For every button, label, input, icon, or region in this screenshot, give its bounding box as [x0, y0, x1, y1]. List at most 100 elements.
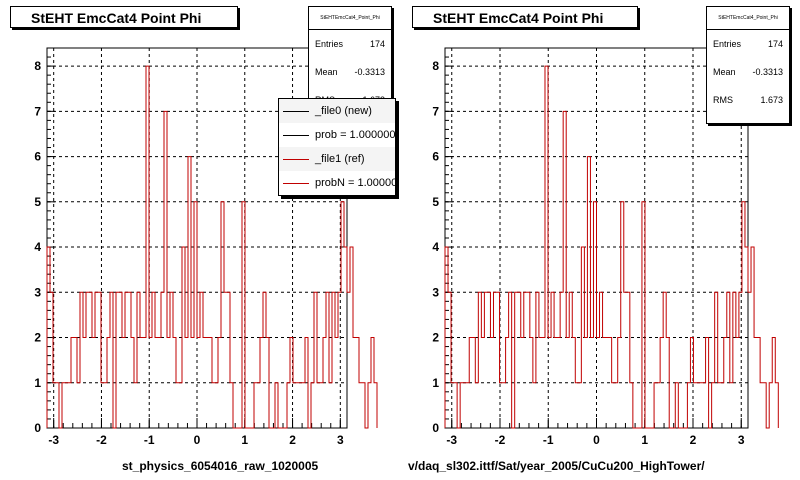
right-ytick-label-2: 2 [432, 331, 439, 345]
left-histogram-bin-17 [98, 292, 101, 428]
right-histogram-bin-2 [451, 383, 454, 428]
right-histogram-bin-31 [539, 338, 542, 428]
left-histogram-bin-55 [212, 383, 215, 428]
right-histogram-bin-92 [724, 338, 727, 428]
right-histogram-bin-90 [718, 383, 721, 428]
left-histogram-bin-31 [140, 338, 143, 428]
left-x-axis-caption: st_physics_6054016_raw_1020005 [122, 459, 319, 473]
legend-entry-probn: probN = 1.000000 [279, 171, 395, 195]
left-histogram-bin-30 [137, 292, 140, 428]
left-histogram-bin-43 [176, 383, 179, 428]
left-histogram-bin-13 [86, 292, 89, 428]
legend-swatch-probn [283, 182, 309, 184]
left-histogram-bin-82 [293, 383, 296, 428]
left-histogram-bin-42 [173, 338, 176, 428]
left-histogram-bin-61 [230, 383, 233, 428]
left-histogram-bin-56 [215, 383, 218, 428]
left-histogram-bin-26 [125, 292, 128, 428]
legend-entry-new: _file0 (new) [279, 99, 395, 123]
left-histogram-bin-90 [317, 383, 320, 428]
right-histogram-bin-53 [606, 338, 609, 428]
left-histogram-bin-57 [218, 338, 221, 428]
right-histogram-bin-41 [569, 292, 572, 428]
left-histogram-bin-12 [83, 338, 86, 428]
right-histogram-bin-80 [687, 383, 690, 428]
left-histogram-bin-37 [158, 338, 161, 428]
left-stats-entries-value: 174 [369, 39, 385, 49]
left-histogram-bin-89 [314, 292, 317, 428]
left-histogram-bin-44 [179, 383, 182, 428]
right-histogram-bin-28 [530, 338, 533, 428]
left-histogram-bin-83 [296, 383, 299, 428]
left-histogram-bin-14 [89, 292, 92, 428]
left-histogram-bin-16 [95, 292, 98, 428]
right-xtick-label--1: -1 [543, 433, 554, 447]
right-stats-box: StEHTEmcCat4_Point_Phi Entries 174 Mean … [706, 6, 790, 124]
left-histogram-bin-91 [320, 383, 323, 428]
right-stats-entries-value: 174 [767, 39, 783, 49]
left-histogram-bin-29 [134, 383, 137, 428]
left-stats-mean-value: -0.3313 [354, 67, 385, 77]
right-histogram-bin-50 [597, 338, 600, 428]
right-histogram-bin-101 [751, 247, 754, 428]
right-histogram-bin-49 [593, 202, 596, 428]
legend-label-new: _file0 (new) [315, 105, 372, 117]
right-histogram-bin-25 [521, 338, 524, 428]
left-histogram-bin-33 [146, 66, 149, 428]
right-histogram-bin-86 [706, 338, 709, 428]
right-stats-name: StEHTEmcCat4_Point_Phi [707, 7, 789, 30]
left-xtick-label--2: -2 [96, 433, 107, 447]
left-stats-entries-label: Entries [315, 39, 344, 49]
right-histogram-bin-72 [663, 292, 666, 428]
right-histogram-bin-108 [772, 338, 775, 428]
left-histogram-bin-103 [356, 338, 359, 428]
right-histogram-bin-91 [721, 383, 724, 428]
left-histogram-bin-94 [329, 383, 332, 428]
left-histogram-bin-104 [359, 383, 362, 428]
left-histogram-bin-71 [260, 338, 263, 428]
legend-label-prob: prob = 1.000000 [315, 129, 396, 141]
left-histogram-bin-58 [221, 202, 224, 428]
left-histogram-bin-102 [353, 338, 356, 428]
right-stats-mean: Mean -0.3313 [707, 58, 789, 86]
left-ytick-label-4: 4 [34, 240, 41, 254]
left-histogram-bin-92 [323, 338, 326, 428]
left-histogram-bin-60 [227, 292, 230, 428]
right-histogram-bin-65 [642, 202, 645, 428]
left-histogram-bin-73 [266, 338, 269, 428]
right-histogram-bin-96 [736, 338, 739, 428]
left-histogram-bin-81 [290, 338, 293, 428]
right-histogram-bin-58 [621, 202, 624, 428]
right-histogram-bin-34 [548, 338, 551, 428]
right-histogram-bin-61 [630, 383, 633, 428]
right-histogram-bin-59 [624, 292, 627, 428]
right-histogram-plot: 0 1 2 3 4 5 6 7 8 -3 -2 -1 0 1 2 3 [432, 47, 779, 447]
legend-swatch-ref [283, 158, 309, 160]
right-ytick-label-3: 3 [432, 285, 439, 299]
right-histogram-bin-69 [654, 383, 657, 428]
right-histogram-bin-48 [590, 338, 593, 428]
left-histogram-bin-34 [149, 338, 152, 428]
left-xtick-label-3: 3 [337, 433, 344, 447]
right-histogram-bin-47 [587, 157, 590, 428]
left-histogram-bin-54 [209, 338, 212, 428]
left-histogram-bin-109 [374, 383, 377, 428]
right-histogram-bin-95 [733, 292, 736, 428]
left-histogram-bin-65 [242, 202, 245, 428]
left-histogram-bin-5 [62, 383, 65, 428]
left-histogram-bin-49 [194, 202, 197, 428]
right-histogram-bin-1 [448, 292, 451, 428]
left-histogram-bin-6 [65, 383, 68, 428]
right-ytick-label-7: 7 [432, 104, 439, 118]
right-histogram-bin-9 [472, 338, 475, 428]
left-histogram-bin-101 [350, 247, 353, 428]
left-histogram-bin-11 [80, 292, 83, 428]
right-xtick-label-3: 3 [738, 433, 745, 447]
right-histogram-bin-32 [542, 338, 545, 428]
right-histogram-bin-5 [460, 383, 463, 428]
legend-swatch-prob [283, 134, 309, 136]
right-histogram-bin-107 [769, 383, 772, 428]
left-histogram-bin-0 [47, 247, 50, 428]
right-histogram-bin-16 [493, 292, 496, 428]
left-histogram-bin-80 [287, 383, 290, 428]
